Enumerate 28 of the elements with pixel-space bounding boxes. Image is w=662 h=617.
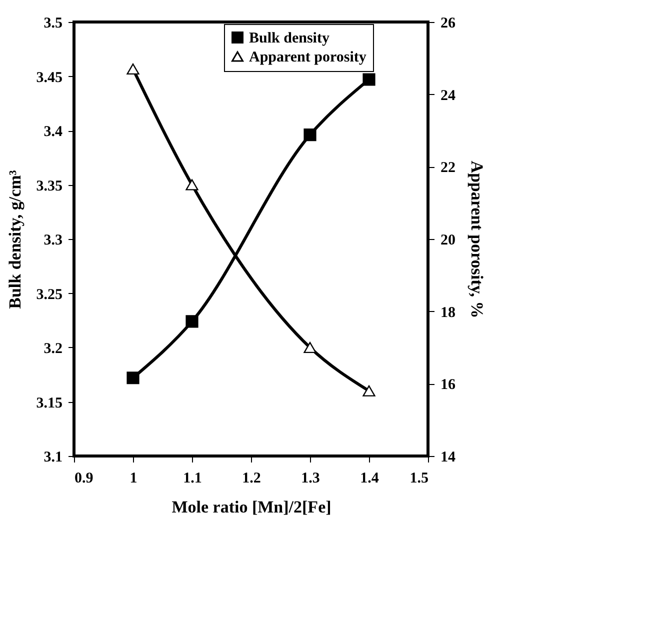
y-tick-label: 3.15 — [36, 395, 62, 412]
legend-label: Apparent porosity — [249, 50, 367, 66]
y-axis-title: Bulk density, g/cm³ — [5, 170, 24, 309]
y2-tick-label: 18 — [440, 304, 456, 321]
x-tick-label: 1.4 — [360, 470, 380, 486]
x-tick-label: 1 — [130, 470, 138, 486]
x-tick-label: 1.1 — [183, 470, 202, 486]
y-tick-label: 3.25 — [36, 286, 62, 303]
y-tick-label: 3.35 — [36, 178, 62, 194]
x-tick-label: 1.5 — [410, 470, 428, 486]
y-tick-label: 3.45 — [36, 70, 62, 86]
y2-tick-label: 24 — [440, 88, 456, 104]
y2-axis-title: Apparent porosity, % — [468, 160, 486, 318]
y-tick-label: 3.1 — [44, 450, 62, 466]
y2-tick-label: 16 — [440, 377, 456, 394]
y-tick-label: 3.4 — [44, 124, 63, 140]
y-tick-label: 3.5 — [44, 16, 62, 32]
y2-tick-label: 22 — [440, 160, 456, 176]
legend-label: Bulk density — [249, 30, 330, 46]
y2-tick-label: 26 — [440, 16, 456, 32]
x-axis-title: Mole ratio [Mn]/2[Fe] — [172, 498, 332, 516]
x-tick-label: 1.3 — [301, 470, 320, 486]
x-tick-label: 0.9 — [74, 470, 94, 486]
y-tick-label: 3.3 — [44, 232, 62, 248]
x-tick-label: 1.2 — [242, 470, 261, 486]
y-tick-label: 3.2 — [44, 341, 62, 357]
y2-tick-label: 20 — [440, 232, 456, 248]
y2-tick-label: 14 — [440, 450, 456, 466]
